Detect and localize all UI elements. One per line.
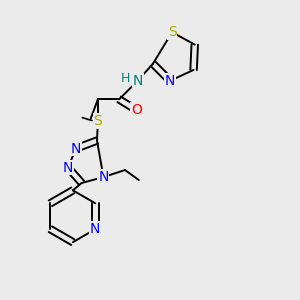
Text: O: O [131, 103, 142, 117]
Text: N: N [132, 74, 143, 88]
Text: N: N [70, 142, 81, 155]
Text: H: H [121, 72, 130, 85]
Text: N: N [165, 74, 175, 88]
Text: S: S [94, 114, 102, 128]
Text: S: S [168, 25, 176, 39]
Text: N: N [63, 161, 73, 175]
Text: N: N [98, 170, 109, 184]
Text: N: N [90, 222, 101, 236]
